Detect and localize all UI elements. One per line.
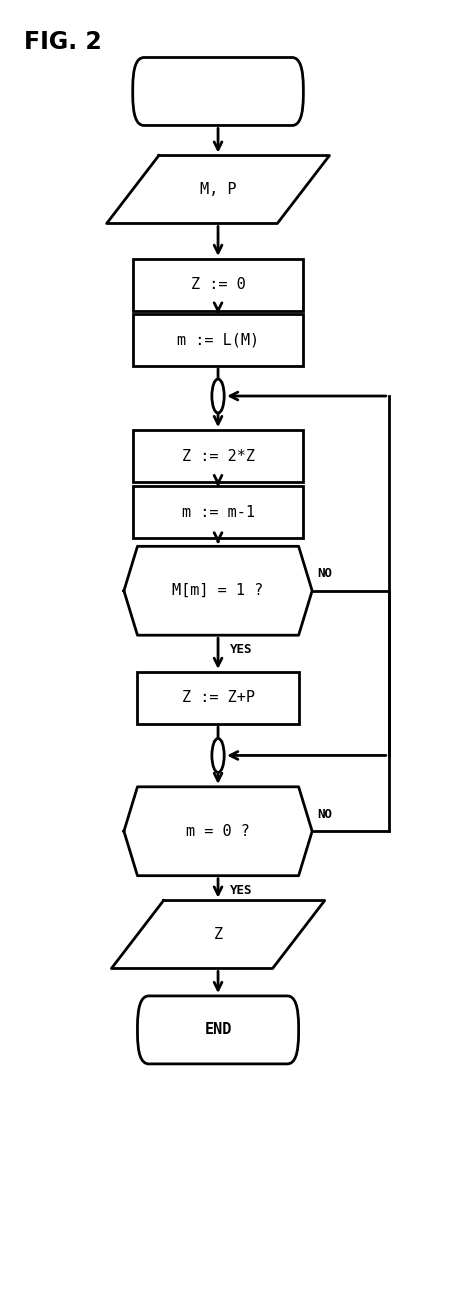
Text: YES: YES [230, 884, 252, 897]
Text: END: END [204, 1022, 232, 1038]
Polygon shape [124, 787, 312, 876]
FancyBboxPatch shape [133, 58, 303, 125]
FancyBboxPatch shape [137, 996, 299, 1064]
Text: m = 0 ?: m = 0 ? [186, 823, 250, 839]
Text: Z := Z+P: Z := Z+P [182, 690, 255, 706]
Circle shape [212, 738, 224, 772]
Text: m := m-1: m := m-1 [182, 505, 255, 520]
Polygon shape [111, 901, 325, 968]
Polygon shape [107, 156, 329, 223]
Text: YES: YES [230, 643, 252, 656]
Bar [133, 314, 303, 366]
Text: NO: NO [317, 808, 332, 821]
Text: NO: NO [317, 567, 332, 580]
Text: M[m] = 1 ?: M[m] = 1 ? [173, 583, 264, 599]
Bar [133, 486, 303, 538]
Circle shape [212, 379, 224, 413]
Bar [133, 259, 303, 311]
Text: M, P: M, P [200, 182, 237, 197]
Text: m := L(M): m := L(M) [177, 332, 259, 348]
Text: Z: Z [213, 927, 223, 942]
Text: Z := 0: Z := 0 [191, 277, 246, 293]
Bar [137, 672, 299, 724]
Text: Z := 2*Z: Z := 2*Z [182, 448, 255, 464]
Text: FIG. 2: FIG. 2 [24, 30, 101, 54]
Bar [133, 430, 303, 482]
Polygon shape [124, 546, 312, 635]
